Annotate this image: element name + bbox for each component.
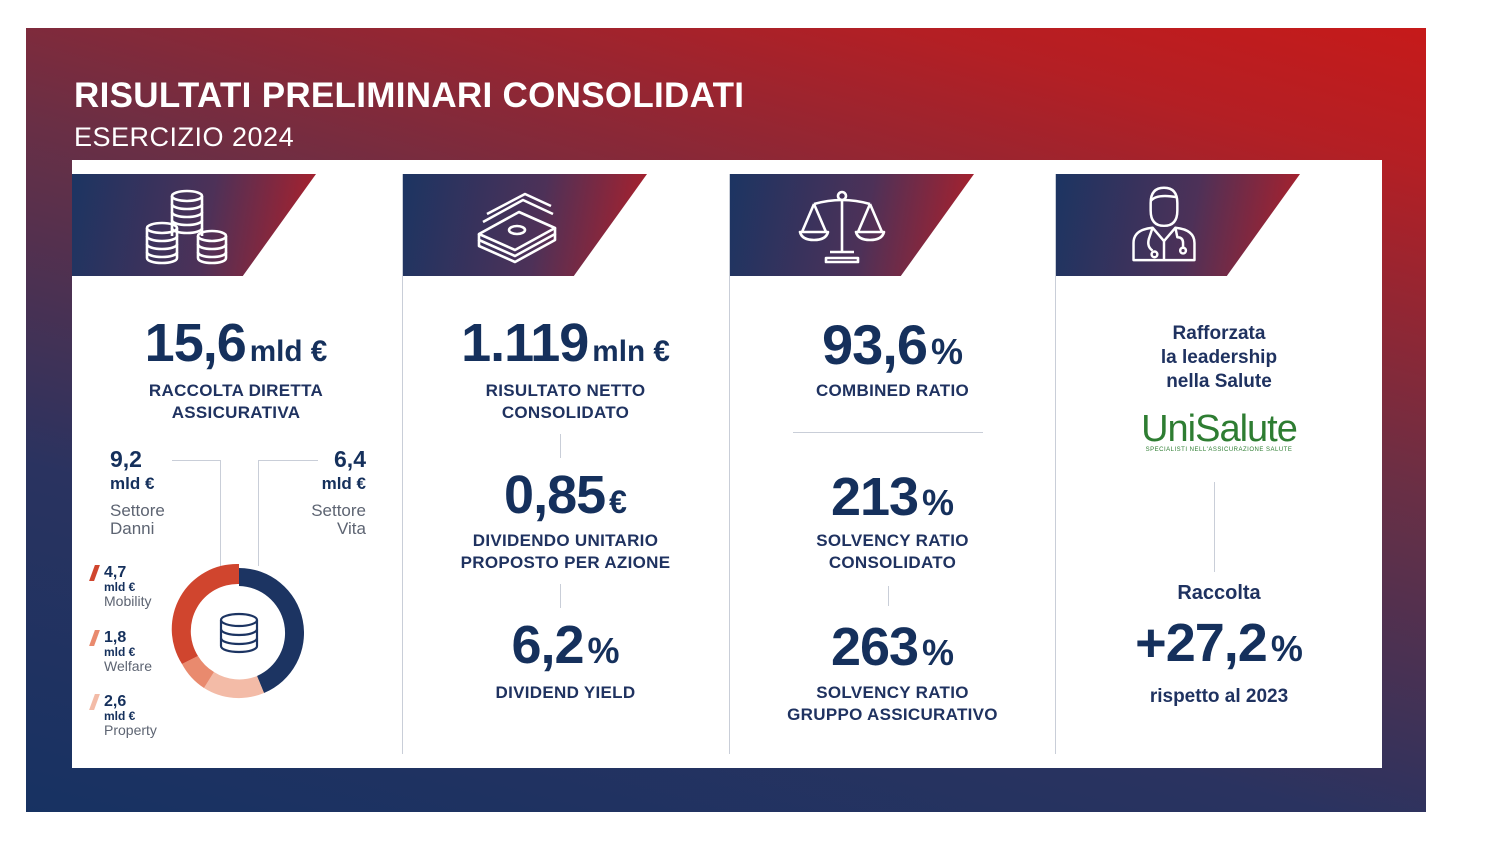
doctor-icon (1114, 182, 1214, 262)
combined-ratio-label: COMBINED RATIO (815, 381, 970, 400)
danni-value: 9,2 (110, 446, 142, 472)
raccolta-growth-value: +27,2% (1135, 613, 1303, 673)
donut-segment-property (204, 672, 264, 699)
segment-mobility: 4,7 mld € Mobility (89, 564, 154, 609)
money-stack-icon (467, 184, 567, 264)
mobility-color-mark (89, 565, 100, 581)
divider (1214, 482, 1215, 572)
raccolta-label: RACCOLTA DIRETTA ASSICURATIVA (148, 381, 324, 422)
segment-property: 2,6 mld € Property (89, 693, 157, 738)
danni-connector (172, 460, 220, 461)
column-ratios: 93,6% COMBINED RATIO 213% SOLVENCY RATIO… (729, 174, 1055, 754)
solvency-label: SOLVENCY RATIO CONSOLIDATO (816, 531, 969, 572)
group-solvency-label: SOLVENCY RATIO GRUPPO ASSICURATIVO (787, 683, 998, 724)
divider (560, 584, 561, 608)
raccolta-growth-label: Raccolta (1177, 582, 1261, 604)
raccolta-value: 15,6 mld € (144, 313, 328, 373)
donut-segment-mobility (171, 563, 239, 664)
divider (560, 434, 561, 458)
combined-ratio-value: 93,6% (821, 313, 963, 376)
database-icon (219, 612, 259, 654)
group-solvency-value: 263% (830, 617, 955, 677)
page-subtitle: ESERCIZIO 2024 (74, 122, 295, 152)
vita-label: Settore Vita (311, 501, 366, 538)
page-title: RISULTATI PRELIMINARI CONSOLIDATI (74, 76, 745, 115)
dividend-label: DIVIDENDO UNITARIO PROPOSTO PER AZIONE (460, 531, 671, 572)
results-board: 15,6 mld € RACCOLTA DIRETTA ASSICURATIVA … (72, 160, 1382, 768)
danni-unit: mld € (110, 474, 155, 493)
divider (888, 586, 889, 606)
raccolta-growth-note: rispetto al 2023 (1149, 686, 1289, 707)
infographic-frame: RISULTATI PRELIMINARI CONSOLIDATI ESERCI… (26, 28, 1426, 812)
vita-value: 6,4 (334, 446, 366, 472)
donut-segment-welfare (182, 656, 214, 688)
unisalute-logo: UniSalute SPECIALISTI NELL'ASSICURAZIONE… (1056, 408, 1382, 453)
column-risultato: 1.119 mln € RISULTATO NETTO CONSOLIDATO 0… (402, 174, 728, 754)
risultato-label: RISULTATO NETTO CONSOLIDATO (485, 381, 646, 422)
segment-welfare: 1,8 mld € Welfare (89, 629, 154, 674)
dividend-value: 0,85 € (504, 465, 627, 525)
column-raccolta: 15,6 mld € RACCOLTA DIRETTA ASSICURATIVA … (72, 174, 400, 754)
leadership-text: Rafforzata la leadership nella Salute (1160, 323, 1278, 392)
unisalute-tagline: SPECIALISTI NELL'ASSICURAZIONE SALUTE (1145, 447, 1293, 453)
vita-connector (258, 460, 318, 461)
welfare-color-mark (89, 630, 100, 646)
coins-stack-icon (132, 186, 232, 266)
solvency-value: 213% (830, 467, 955, 527)
unisalute-wordmark: UniSalute (1141, 408, 1298, 450)
scales-icon (792, 184, 892, 264)
divider (793, 432, 983, 433)
danni-label: Settore Danni (110, 501, 165, 538)
danni-connector-v (220, 460, 221, 570)
donut-segment-vita (239, 568, 304, 693)
vita-connector-v (258, 460, 259, 566)
yield-label: DIVIDEND YIELD (495, 683, 636, 702)
raccolta-donut-chart (171, 563, 304, 699)
property-color-mark (89, 694, 100, 710)
yield-value: 6,2% (511, 615, 620, 675)
column-salute: Rafforzata la leadership nella Salute Un… (1055, 174, 1382, 754)
risultato-value: 1.119 mln € (461, 313, 670, 373)
vita-unit: mld € (321, 474, 366, 493)
